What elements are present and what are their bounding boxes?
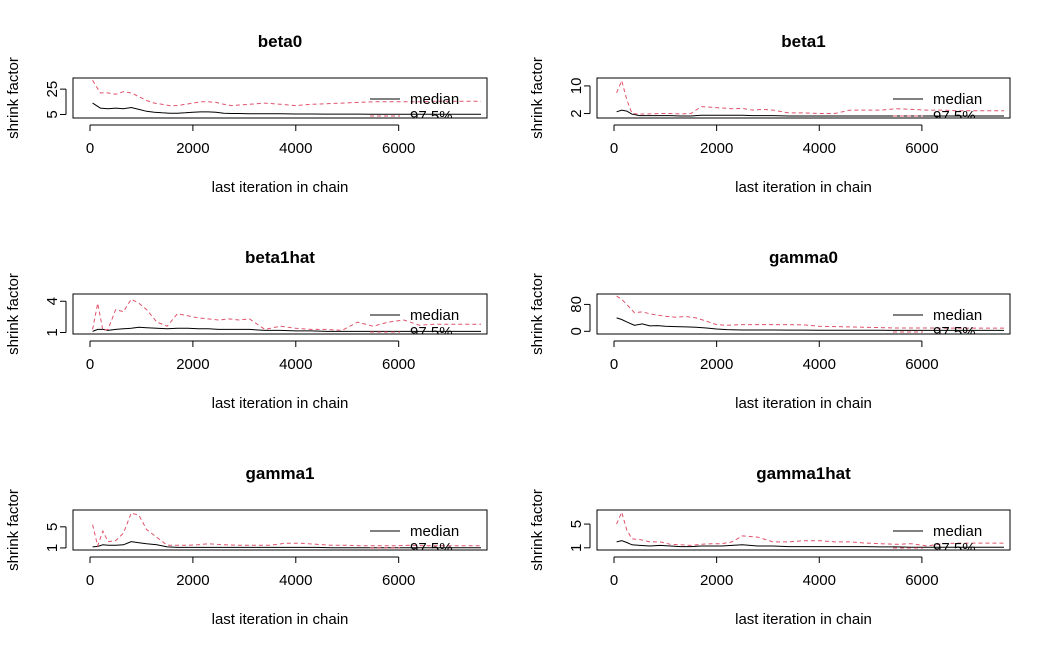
legend-label: median [933, 91, 982, 108]
y-tick-label: 10 [568, 78, 585, 95]
plot-box [72, 509, 488, 551]
x-tick-label: 4000 [803, 572, 836, 589]
x-tick-label: 6000 [382, 140, 415, 157]
panel-title: gamma1hat [756, 464, 851, 483]
y-tick-label: 1 [568, 544, 585, 552]
y-tick-label: 25 [44, 81, 61, 98]
x-tick-label: 2000 [176, 356, 209, 373]
series-line-97.5% [616, 510, 1004, 547]
x-tick-label: 4000 [279, 140, 312, 157]
plot-box [72, 77, 488, 119]
series-line-median [616, 540, 1004, 548]
legend-label: median [933, 523, 982, 540]
legend-label: 97.5% [933, 540, 976, 557]
x-tick-label: 6000 [382, 572, 415, 589]
series-line-97.5% [92, 80, 481, 107]
y-axis-label: shrink factor [529, 57, 546, 139]
y-axis-label: shrink factor [529, 489, 546, 571]
series-line-97.5% [92, 512, 481, 548]
y-tick-label: 80 [568, 296, 585, 313]
x-tick-label: 2000 [176, 572, 209, 589]
x-axis-label: last iteration in chain [212, 395, 349, 412]
series-line-median [616, 317, 1004, 331]
y-tick-label: 1 [44, 544, 61, 552]
x-tick-label: 6000 [382, 356, 415, 373]
x-axis-label: last iteration in chain [735, 611, 872, 628]
x-tick-label: 6000 [905, 572, 938, 589]
legend-label: median [933, 307, 982, 324]
plot-box [596, 77, 1011, 119]
x-tick-label: 0 [86, 572, 94, 589]
x-tick-label: 4000 [803, 140, 836, 157]
y-tick-label: 4 [44, 297, 61, 305]
legend-label: median [410, 307, 459, 324]
y-tick-label: 1 [44, 328, 61, 336]
y-tick-label: 5 [44, 523, 61, 531]
y-axis-label: shrink factor [5, 57, 22, 139]
panel-title: gamma1 [246, 464, 315, 483]
series-line-median [92, 326, 481, 332]
y-tick-label: 5 [44, 110, 61, 118]
y-axis-label: shrink factor [5, 489, 22, 571]
y-tick-label: 5 [568, 520, 585, 528]
y-axis-label: shrink factor [5, 273, 22, 355]
x-tick-label: 4000 [279, 572, 312, 589]
x-tick-label: 2000 [700, 572, 733, 589]
y-axis-label: shrink factor [529, 273, 546, 355]
x-tick-label: 0 [610, 140, 618, 157]
series-line-median [92, 541, 481, 549]
series-line-97.5% [616, 295, 1004, 329]
legend-label: median [410, 91, 459, 108]
x-tick-label: 2000 [176, 140, 209, 157]
y-tick-label: 0 [568, 327, 585, 335]
series-line-median [92, 102, 481, 115]
legend-label: 97.5% [410, 324, 453, 341]
x-tick-label: 6000 [905, 140, 938, 157]
x-tick-label: 4000 [279, 356, 312, 373]
x-tick-label: 4000 [803, 356, 836, 373]
x-axis-label: last iteration in chain [212, 611, 349, 628]
legend-label: 97.5% [410, 108, 453, 125]
plot-box [596, 509, 1011, 551]
legend-label: 97.5% [933, 324, 976, 341]
plot-box [596, 293, 1011, 335]
legend-label: 97.5% [933, 108, 976, 125]
legend-label: 97.5% [410, 540, 453, 557]
panel-title: beta1hat [245, 248, 315, 267]
x-tick-label: 2000 [700, 140, 733, 157]
x-tick-label: 0 [610, 356, 618, 373]
x-axis-label: last iteration in chain [735, 179, 872, 196]
panel-title: beta1 [781, 32, 825, 51]
plot-box [72, 293, 488, 335]
y-tick-label: 2 [568, 109, 585, 117]
x-tick-label: 0 [86, 356, 94, 373]
x-tick-label: 0 [610, 572, 618, 589]
x-tick-label: 0 [86, 140, 94, 157]
legend-label: median [410, 523, 459, 540]
panel-title: gamma0 [769, 248, 838, 267]
x-axis-label: last iteration in chain [212, 179, 349, 196]
x-tick-label: 6000 [905, 356, 938, 373]
x-axis-label: last iteration in chain [735, 395, 872, 412]
x-tick-label: 2000 [700, 356, 733, 373]
panel-title: beta0 [258, 32, 302, 51]
